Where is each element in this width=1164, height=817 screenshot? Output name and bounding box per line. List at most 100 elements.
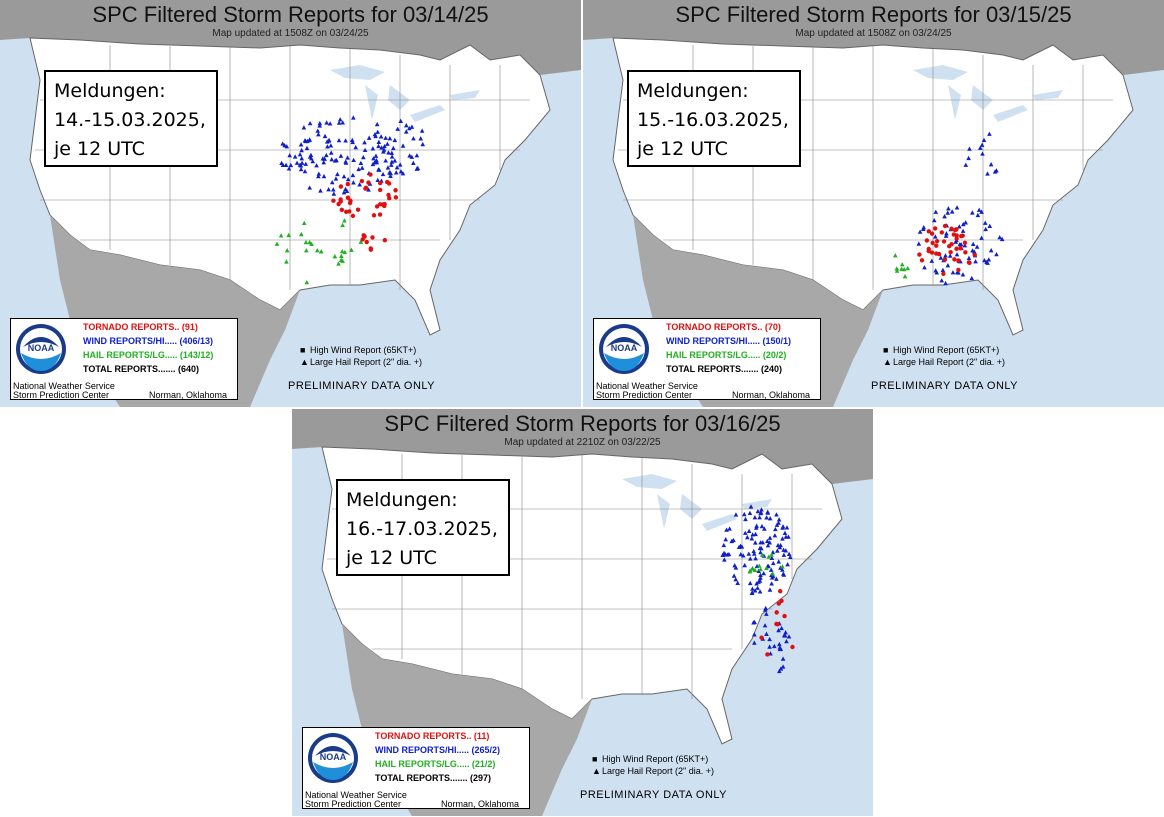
wind-report-marker: [286, 166, 292, 171]
wind-report-marker: [385, 165, 391, 170]
wind-report-marker: [757, 589, 763, 594]
wind-report-marker: [391, 145, 396, 151]
wind-report-marker: [359, 165, 365, 170]
tornado-report-marker: [366, 180, 371, 185]
wind-report-marker: [343, 186, 348, 192]
wind-report-marker: [398, 169, 404, 174]
wind-report-marker: [753, 556, 758, 561]
wind-report-marker: [960, 228, 966, 233]
tornado-report-marker: [930, 240, 935, 246]
noaa-logo-icon: NOAA: [308, 733, 358, 783]
wind-report-marker: [749, 590, 755, 596]
hail-report-marker: [339, 253, 344, 258]
wind-report-marker: [411, 136, 416, 141]
wind-report-marker: [963, 162, 969, 167]
wind-report-marker: [374, 121, 380, 127]
location-label: Norman, Oklahoma: [732, 390, 811, 400]
great-lakes: [330, 65, 480, 122]
wind-report-marker: [979, 235, 984, 240]
total-count: TOTAL REPORTS....... (297): [375, 773, 492, 783]
wind-report-marker: [316, 171, 322, 176]
wind-report-marker: [385, 141, 390, 146]
wind-report-marker: [779, 625, 784, 631]
wind-report-marker: [343, 138, 348, 143]
wind-report-marker: [387, 136, 393, 141]
wind-report-marker: [325, 144, 330, 149]
hail-report-marker: [905, 265, 910, 271]
hail-report-marker: [340, 222, 345, 228]
tornado-report-marker: [386, 181, 392, 186]
wind-report-marker: [366, 187, 371, 192]
wind-report-marker: [733, 565, 739, 570]
tornado-report-marker: [959, 233, 964, 239]
wind-report-marker: [733, 577, 739, 582]
marker-key: ■ High Wind Report (65KT+) ▲Large Hail Re…: [883, 345, 1005, 367]
tornado-report-marker: [359, 178, 365, 184]
wind-report-marker: [351, 180, 356, 185]
wind-report-marker: [351, 157, 356, 163]
wind-report-marker: [409, 154, 415, 159]
hail-count: HAIL REPORTS/LG..... (20/2): [666, 350, 787, 360]
wind-report-marker: [981, 137, 987, 143]
wind-report-marker: [750, 586, 755, 591]
wind-report-marker: [762, 623, 768, 628]
wind-report-marker: [751, 620, 756, 625]
wind-report-marker: [747, 580, 753, 586]
wind-report-marker: [307, 185, 312, 190]
tornado-report-marker: [393, 195, 399, 200]
wind-report-marker: [301, 125, 307, 130]
wind-report-marker: [940, 267, 946, 273]
wind-report-marker: [721, 550, 727, 555]
tornado-report-marker: [345, 195, 351, 200]
wind-report-marker: [357, 182, 362, 187]
high-wind-key: High Wind Report (65KT+): [310, 345, 417, 355]
wind-report-marker: [341, 174, 347, 179]
wind-report-marker: [758, 572, 763, 578]
wind-report-marker: [977, 145, 983, 150]
tornado-report-marker: [782, 613, 787, 619]
tornado-report-marker: [779, 598, 784, 604]
wind-report-marker: [783, 548, 789, 553]
tornado-report-marker: [350, 213, 356, 219]
tornado-report-marker: [929, 250, 935, 255]
hail-report-marker: [304, 280, 310, 285]
wind-report-marker: [322, 133, 328, 139]
wind-report-marker: [298, 163, 304, 168]
wind-report-marker: [393, 170, 399, 175]
wind-report-marker: [753, 540, 758, 545]
hail-report-marker: [332, 254, 338, 259]
hail-report-marker: [769, 552, 774, 557]
report-markers: [274, 115, 426, 285]
hail-report-marker: [286, 232, 291, 238]
wind-report-marker: [961, 221, 966, 227]
wind-report-marker: [966, 155, 971, 161]
wind-report-marker: [394, 165, 400, 170]
tornado-report-marker: [958, 246, 963, 251]
wind-report-marker: [753, 531, 758, 537]
wind-report-marker: [317, 123, 323, 128]
wind-report-marker: [769, 581, 774, 586]
wind-report-marker: [299, 160, 305, 165]
wind-report-marker: [757, 578, 763, 583]
wind-report-marker: [960, 272, 966, 277]
us-map: [583, 0, 1164, 407]
hail-report-marker: [318, 249, 324, 254]
tornado-report-marker: [934, 243, 939, 248]
wind-report-marker: [388, 173, 393, 179]
wind-report-marker: [920, 226, 926, 231]
wind-report-marker: [335, 171, 340, 177]
wind-report-marker: [768, 567, 774, 572]
wind-report-marker: [976, 207, 982, 212]
wind-report-marker: [392, 137, 398, 143]
hail-report-marker: [766, 554, 772, 559]
tornado-report-marker: [361, 233, 366, 238]
hail-report-marker: [780, 564, 785, 569]
wind-report-marker: [383, 158, 388, 163]
wind-report-marker: [380, 171, 386, 177]
wind-report-marker: [727, 526, 732, 531]
canada-land: [583, 0, 1164, 75]
wind-report-marker: [326, 187, 331, 192]
canada-land: [0, 0, 581, 75]
hail-report-marker: [764, 565, 769, 571]
wind-report-marker: [997, 234, 1002, 240]
